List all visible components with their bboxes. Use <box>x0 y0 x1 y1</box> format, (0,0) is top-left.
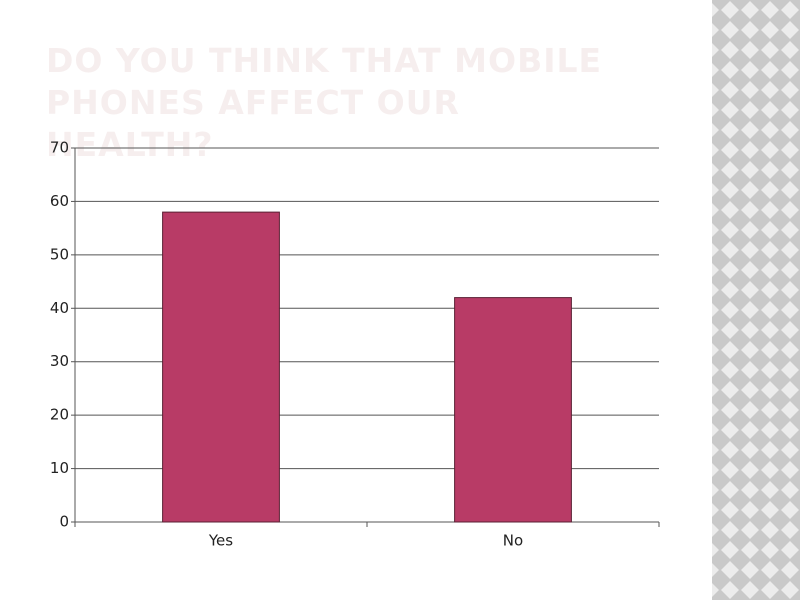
chart: 0 10 20 30 40 50 60 70 Yes No <box>50 139 660 550</box>
y-tick-label: 10 <box>50 459 69 477</box>
y-tick-label: 20 <box>50 406 69 424</box>
y-tick-label: 60 <box>50 192 69 210</box>
checker-band <box>712 0 800 600</box>
slide-title: DO YOU THINK THAT MOBILE PHONES AFFECT O… <box>46 41 603 164</box>
y-tick-label: 0 <box>59 513 69 531</box>
y-tick-label: 50 <box>50 245 69 263</box>
y-tick-label: 30 <box>50 352 69 370</box>
x-tick-label: Yes <box>208 532 233 550</box>
x-tick-label: No <box>503 532 523 550</box>
y-tick-label: 70 <box>50 139 69 157</box>
y-tick-label: 40 <box>50 299 69 317</box>
bar <box>454 297 572 523</box>
bar <box>162 211 280 523</box>
